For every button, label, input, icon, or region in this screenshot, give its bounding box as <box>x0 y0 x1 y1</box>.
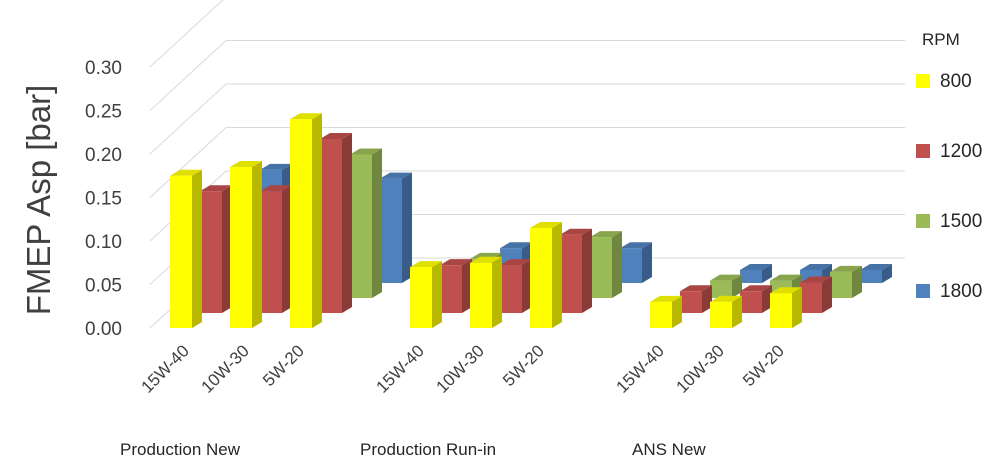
bar <box>260 185 292 313</box>
y-tick-label: 0.20 <box>85 145 122 166</box>
bar <box>230 161 262 328</box>
bar <box>380 172 412 283</box>
bar <box>710 274 742 298</box>
bar <box>590 231 622 298</box>
y-tick-label: 0.15 <box>85 189 122 210</box>
y-axis-ticks: 0.00 0.05 0.10 0.15 0.20 0.25 0.30 <box>85 58 122 340</box>
gridline <box>149 40 905 111</box>
legend-label: 1200 <box>940 141 982 162</box>
bar <box>530 221 562 328</box>
y-tick-label: 0.00 <box>85 319 122 340</box>
bars <box>170 113 892 328</box>
group-label: Production Run-in <box>360 440 496 459</box>
category-label: 10W-30 <box>433 341 488 396</box>
gridline <box>149 83 905 155</box>
legend-label: 800 <box>940 71 972 92</box>
gridline <box>149 0 224 68</box>
bar <box>470 256 502 328</box>
bar <box>740 263 772 283</box>
category-label: 15W-40 <box>613 341 668 396</box>
bar <box>830 265 862 298</box>
bar <box>740 285 772 313</box>
group-label: ANS New <box>632 440 706 459</box>
legend-label: 1500 <box>940 211 982 232</box>
category-label: 10W-30 <box>198 341 253 396</box>
bar <box>440 259 472 313</box>
legend-title: RPM <box>922 30 960 49</box>
bar <box>770 287 802 328</box>
y-tick-label: 0.10 <box>85 232 122 253</box>
bar <box>680 285 712 313</box>
legend-swatch <box>916 214 930 228</box>
bar <box>860 263 892 283</box>
bar <box>710 295 742 328</box>
bar <box>800 276 832 313</box>
bar <box>290 113 322 328</box>
bar <box>620 242 652 283</box>
bar <box>500 259 532 313</box>
y-axis-title: FMEP Asp [bar] <box>20 85 57 315</box>
category-labels: 15W-40 10W-30 5W-20 15W-40 10W-30 5W-20 15W-40… <box>138 341 788 396</box>
bar <box>650 295 682 328</box>
legend-label: 1800 <box>940 281 982 302</box>
bar <box>350 148 382 298</box>
bar <box>320 133 352 313</box>
group-labels: Production New Production Run-in ANS New <box>120 440 706 459</box>
legend-swatch <box>916 144 930 158</box>
category-label: 5W-20 <box>739 341 788 390</box>
legend-swatch <box>916 74 930 88</box>
category-label: 10W-30 <box>673 341 728 396</box>
category-label: 15W-40 <box>373 341 428 396</box>
legend-swatch <box>916 284 930 298</box>
bar <box>200 185 232 313</box>
bar <box>410 261 442 328</box>
bar <box>170 169 202 328</box>
legend: 800 1200 1500 1800 <box>916 71 982 302</box>
y-tick-label: 0.25 <box>85 102 122 123</box>
y-tick-label: 0.30 <box>85 58 122 79</box>
bar <box>560 228 592 313</box>
category-label: 5W-20 <box>259 341 308 390</box>
category-label: 15W-40 <box>138 341 193 396</box>
y-tick-label: 0.05 <box>85 276 122 297</box>
group-label: Production New <box>120 440 241 459</box>
category-label: 5W-20 <box>499 341 548 390</box>
